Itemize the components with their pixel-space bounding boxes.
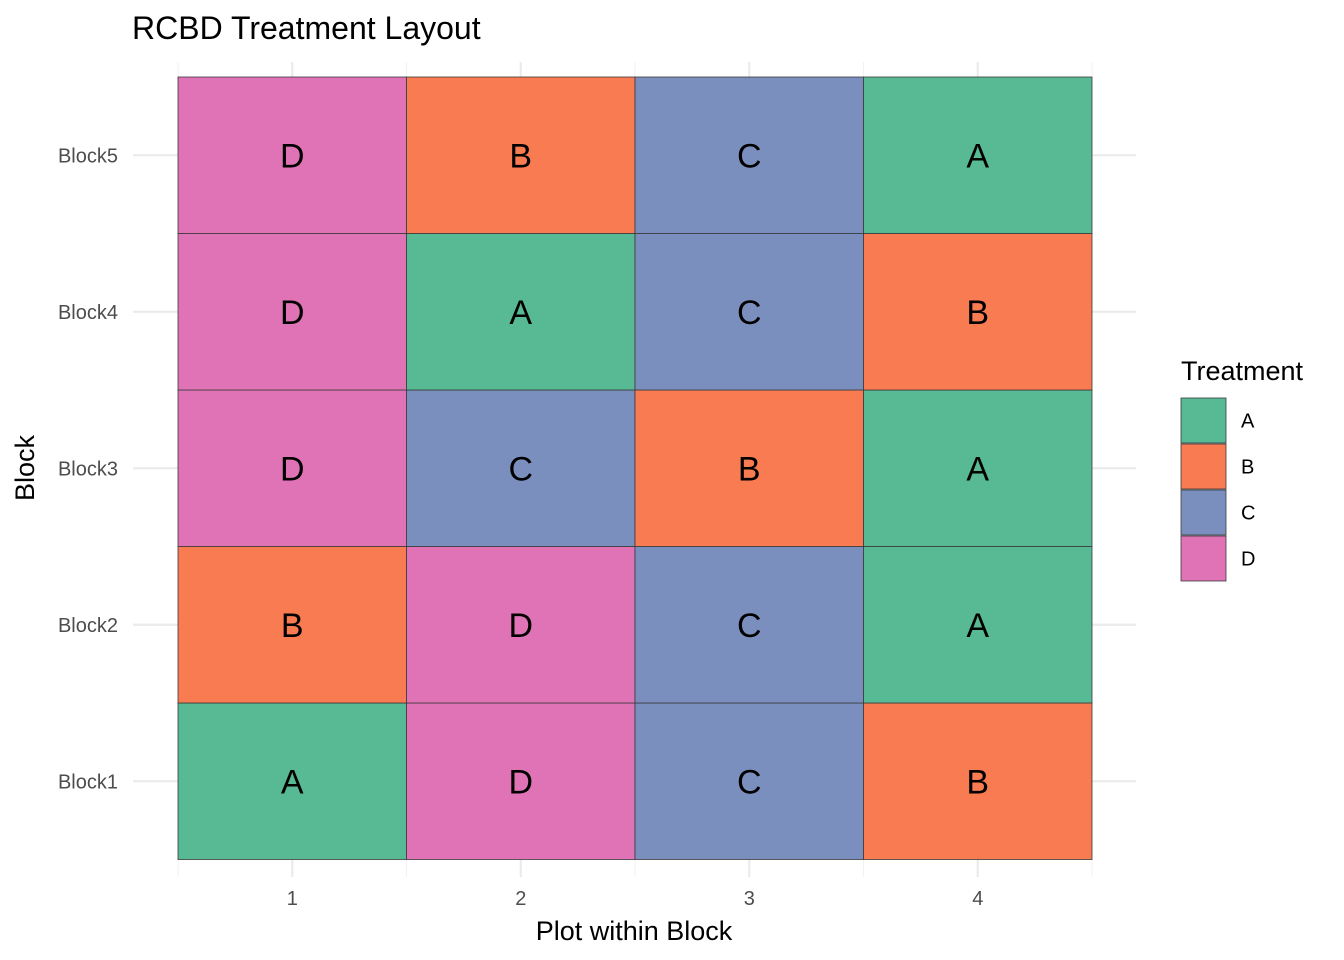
legend-label: D xyxy=(1241,549,1255,571)
cell-label: C xyxy=(737,607,762,645)
legend-label: C xyxy=(1241,503,1255,525)
cell-block4-plot-4 xyxy=(863,233,1093,391)
cells xyxy=(177,76,1093,860)
cell-block1-plot-2 xyxy=(406,702,636,860)
x-axis-ticks: 1 2 3 4 xyxy=(287,888,984,910)
cell-block3-plot-4 xyxy=(863,389,1093,547)
cell-label: C xyxy=(508,450,533,488)
x-tick-label: 1 xyxy=(287,888,298,910)
cell-block1-plot-4 xyxy=(863,702,1093,860)
cell-block1-plot-3 xyxy=(634,702,864,860)
cell-block1-plot-1 xyxy=(177,702,407,860)
cell-label: D xyxy=(280,450,305,488)
legend-key-c xyxy=(1180,489,1227,536)
cell-label: A xyxy=(966,607,989,645)
cell-label: D xyxy=(280,294,305,332)
cell-block2-plot-4 xyxy=(863,546,1093,704)
cell-block5-plot-2 xyxy=(406,76,636,234)
legend-label: B xyxy=(1241,457,1254,479)
cell-block3-plot-1 xyxy=(177,389,407,547)
cell-block5-plot-4 xyxy=(863,76,1093,234)
y-tick-label: Block1 xyxy=(58,771,118,793)
cell-label: A xyxy=(966,137,989,175)
y-axis-title: Block xyxy=(10,434,40,501)
x-tick-label: 3 xyxy=(744,888,755,910)
cell-label: C xyxy=(737,763,762,801)
cell-label: A xyxy=(281,763,304,801)
legend-key-b xyxy=(1180,443,1227,490)
legend: Treatment A B C D xyxy=(1180,356,1304,582)
cell-labels: A D C B B D C A D C B A D A C B D B C A xyxy=(280,137,989,801)
cell-label: C xyxy=(737,137,762,175)
y-axis-ticks: Block1 Block2 Block3 Block4 Block5 xyxy=(58,145,118,793)
chart-title: RCBD Treatment Layout xyxy=(132,10,481,46)
cell-label: B xyxy=(509,137,532,175)
cell-label: D xyxy=(508,607,533,645)
legend-key-d xyxy=(1180,535,1227,582)
legend-label: A xyxy=(1241,411,1255,433)
y-tick-label: Block5 xyxy=(58,145,118,167)
cell-label: D xyxy=(280,137,305,175)
y-tick-label: Block2 xyxy=(58,615,118,637)
x-axis-title: Plot within Block xyxy=(536,916,733,946)
cell-block4-plot-1 xyxy=(177,233,407,391)
cell-label: D xyxy=(508,763,533,801)
cell-block3-plot-2 xyxy=(406,389,636,547)
legend-title: Treatment xyxy=(1181,356,1304,386)
cell-label: B xyxy=(281,607,304,645)
cell-block4-plot-2 xyxy=(406,233,636,391)
cell-block4-plot-3 xyxy=(634,233,864,391)
cell-block2-plot-2 xyxy=(406,546,636,704)
legend-key-a xyxy=(1180,397,1227,444)
cell-label: C xyxy=(737,294,762,332)
y-tick-label: Block4 xyxy=(58,302,118,324)
cell-block5-plot-1 xyxy=(177,76,407,234)
cell-label: B xyxy=(966,294,989,332)
cell-block5-plot-3 xyxy=(634,76,864,234)
cell-label: B xyxy=(966,763,989,801)
cell-label: A xyxy=(966,450,989,488)
cell-label: A xyxy=(509,294,532,332)
cell-label: B xyxy=(738,450,761,488)
cell-block3-plot-3 xyxy=(634,389,864,547)
x-tick-label: 4 xyxy=(972,888,983,910)
x-tick-label: 2 xyxy=(515,888,526,910)
y-tick-label: Block3 xyxy=(58,458,118,480)
